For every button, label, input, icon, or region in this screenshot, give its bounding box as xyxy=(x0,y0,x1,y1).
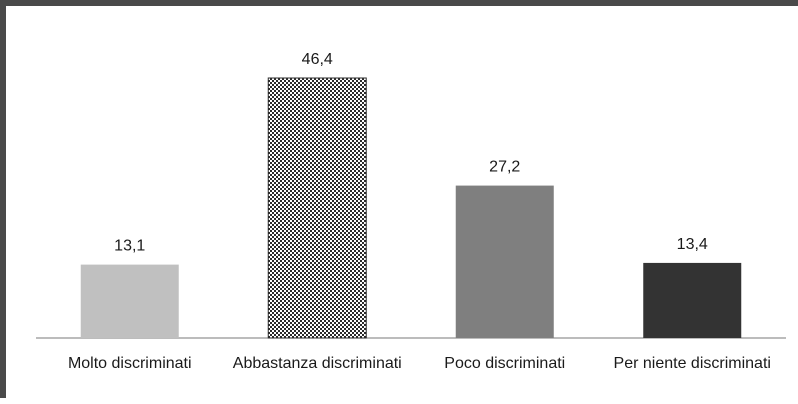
bar-1 xyxy=(80,264,179,338)
data-label-1: 13,1 xyxy=(114,238,145,255)
bar-4 xyxy=(643,262,742,338)
category-label-3: Poco discriminati xyxy=(444,355,565,372)
category-label-1: Molto discriminati xyxy=(68,355,192,372)
category-label-4: Per niente discriminati xyxy=(614,355,771,372)
category-label-2: Abbastanza discriminati xyxy=(233,355,402,372)
data-label-2: 46,4 xyxy=(302,51,333,68)
bar-3 xyxy=(455,185,554,338)
bar-chart: 13,1 Molto discriminati 46,4 Abbastanza dis… xyxy=(36,51,786,372)
data-label-3: 27,2 xyxy=(489,159,520,176)
bar-2 xyxy=(267,77,367,339)
data-label-4: 13,4 xyxy=(677,236,708,253)
